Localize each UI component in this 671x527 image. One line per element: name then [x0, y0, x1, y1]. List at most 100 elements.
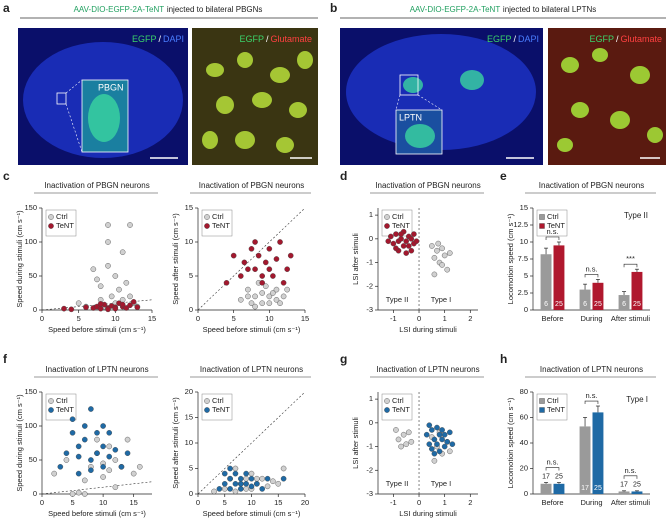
point — [243, 475, 249, 482]
point — [287, 252, 294, 259]
panel-header: AAV-DIO-EGFP-2A-TeNT injected to bilatera… — [74, 5, 263, 14]
y-axis-label: Locomotion speed (cm s⁻¹) — [506, 213, 515, 304]
point — [280, 279, 287, 286]
significance: n.s. — [585, 391, 597, 400]
point — [398, 236, 404, 242]
point — [436, 431, 443, 438]
legend-label: Ctrl — [392, 212, 404, 221]
point — [124, 436, 131, 443]
legend-label: TeNT — [547, 221, 565, 230]
point — [254, 475, 260, 482]
bar — [553, 245, 565, 310]
point — [237, 486, 244, 492]
x-tick-label: 10 — [247, 498, 255, 507]
y-tick-label: 50 — [29, 455, 37, 464]
point — [248, 300, 255, 307]
x-tick-label: 2 — [468, 314, 472, 323]
point — [403, 250, 410, 256]
x-tick-label: 10 — [111, 314, 119, 323]
point — [216, 486, 223, 492]
annotation: Type I — [431, 479, 451, 488]
point — [232, 480, 239, 487]
point — [408, 247, 415, 254]
x-tick-label: 5 — [70, 498, 74, 507]
stain: Glutamate — [620, 34, 662, 44]
point — [94, 276, 100, 283]
point — [446, 448, 453, 455]
legend-label: TeNT — [547, 405, 565, 414]
x-tick-label: 15 — [129, 498, 137, 507]
legend-label: TeNT — [212, 221, 230, 230]
point — [429, 446, 435, 452]
legend-label: Ctrl — [212, 396, 224, 405]
legend-marker — [539, 223, 545, 229]
point — [434, 424, 440, 431]
point — [88, 457, 94, 463]
chart-title: Inactivation of LPTN neurons — [45, 365, 148, 374]
image-label: EGFP / Glutamate — [589, 34, 662, 44]
zoom-line — [65, 103, 83, 153]
point — [136, 463, 143, 470]
point — [388, 233, 394, 240]
panel-letter: g — [340, 352, 347, 366]
point — [94, 429, 100, 436]
y-tick-label: 10 — [520, 237, 528, 246]
x-tick-label: 0 — [417, 498, 421, 507]
point — [51, 470, 58, 477]
y-tick-label: 5 — [189, 271, 193, 280]
point — [264, 483, 271, 490]
x-tick-label: -1 — [390, 314, 397, 323]
point — [63, 450, 70, 457]
identity-line — [197, 207, 306, 311]
y-tick-label: 2.5 — [518, 288, 528, 297]
image-label: EGFP / DAPI — [132, 34, 184, 44]
point — [127, 293, 133, 300]
point — [112, 484, 119, 491]
x-tick-label: During — [580, 498, 602, 507]
point — [398, 231, 404, 237]
legend-marker — [384, 398, 390, 404]
panel-header: AAV-DIO-EGFP-2A-TeNT injected to bilatera… — [410, 5, 597, 14]
point — [275, 480, 282, 487]
point — [446, 429, 453, 436]
point — [90, 266, 97, 273]
bar — [553, 483, 565, 494]
y-tick-label: 20 — [520, 463, 528, 472]
point — [393, 245, 399, 252]
point — [75, 443, 82, 450]
point — [435, 240, 442, 247]
y-tick-label: 5 — [189, 463, 193, 472]
point — [81, 491, 88, 497]
point — [393, 231, 399, 237]
x-tick-label: 0 — [40, 498, 44, 507]
point — [259, 290, 266, 296]
point — [69, 491, 76, 497]
chart-title: Inactivation of PBGN neurons — [199, 181, 304, 190]
x-tick-label: 5 — [77, 314, 81, 323]
image-label: EGFP / DAPI — [487, 34, 539, 44]
point — [134, 304, 141, 311]
point — [259, 475, 266, 482]
legend-label: TeNT — [56, 221, 74, 230]
bar — [618, 491, 630, 494]
n-label: 6 — [544, 301, 548, 308]
x-tick-label: 1 — [443, 314, 447, 323]
point — [227, 486, 233, 492]
point — [221, 470, 228, 477]
point — [75, 453, 82, 460]
n-label: 17 — [620, 482, 628, 489]
point — [127, 302, 133, 309]
legend-marker — [204, 407, 210, 413]
point — [262, 259, 269, 266]
point — [83, 304, 89, 311]
point — [243, 470, 249, 477]
y-tick-label: 10 — [185, 237, 193, 246]
x-axis-label: Speed before stimuli (cm s⁻¹) — [48, 509, 146, 518]
chart-title: Inactivation of LPTN neurons — [200, 365, 303, 374]
x-tick-label: 0 — [40, 314, 44, 323]
y-axis-label: LSI after stimuli — [351, 233, 360, 285]
x-tick-label: Before — [541, 314, 563, 323]
point — [100, 474, 106, 480]
point — [444, 439, 451, 445]
point — [227, 475, 233, 482]
